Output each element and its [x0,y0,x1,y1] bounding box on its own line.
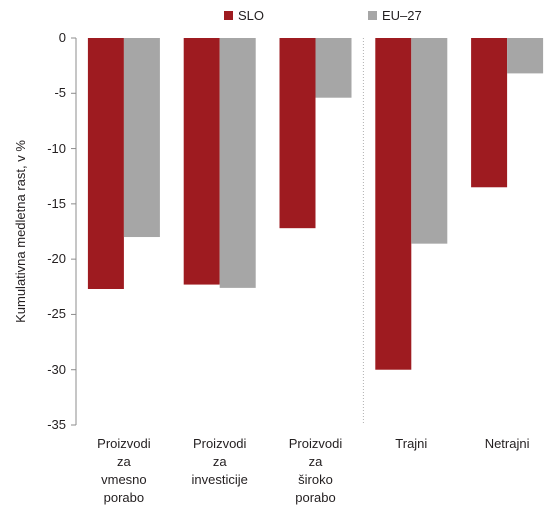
x-category-label-line: Proizvodi [288,436,343,451]
legend-swatch-eu27 [368,11,377,20]
bar-slo [279,38,316,229]
legend-swatch-slo [224,11,233,20]
x-category-label-line: za [308,454,323,469]
bar-eu27 [123,38,160,238]
x-category-label-line: Netrajni [484,436,530,451]
y-tick-label: -35 [47,417,66,432]
x-category-label-line: vmesno [101,472,147,487]
x-category-label-line: Proizvodi [192,436,247,451]
y-tick-label: -15 [47,195,66,211]
legend: SLO EU–27 [0,8,560,28]
legend-item-eu27: EU–27 [368,8,422,23]
legend-item-slo: SLO [224,8,264,23]
y-tick-label: 0 [58,30,66,45]
y-tick-label: -25 [47,306,66,322]
x-category-label-line: Proizvodi [97,436,151,451]
bar-slo [87,38,124,289]
bar-slo [375,38,412,370]
y-tick-label: -20 [47,251,66,267]
y-tick-label: -10 [47,140,66,156]
x-category-label-line: porabo [103,490,145,505]
bar-eu27 [219,38,256,288]
x-category-label-line: za [212,454,227,469]
y-tick-label: -30 [47,361,66,377]
x-category-label: Proizvodi za investicije [180,435,260,489]
bar-slo [471,38,508,188]
x-category-label-line: porabo [295,490,336,505]
bar-eu27 [411,38,448,244]
x-category-label: Proizvodi za široko porabo [276,435,356,507]
x-category-label-line: Trajni [395,436,428,451]
bar-eu27 [507,38,544,74]
bar-eu27 [315,38,352,98]
y-tick-label: -5 [54,85,66,101]
x-category-label-line: za [117,454,131,469]
x-category-label: Netrajni [467,435,547,453]
x-category-label-line: široko [298,472,333,487]
x-category-label: Trajni [371,435,451,453]
x-category-label-line: investicije [191,472,248,487]
legend-label-eu27: EU–27 [382,8,422,23]
legend-label-slo: SLO [238,8,265,23]
x-category-label: Proizvodi za vmesno porabo [84,435,164,507]
bar-slo [183,38,220,285]
